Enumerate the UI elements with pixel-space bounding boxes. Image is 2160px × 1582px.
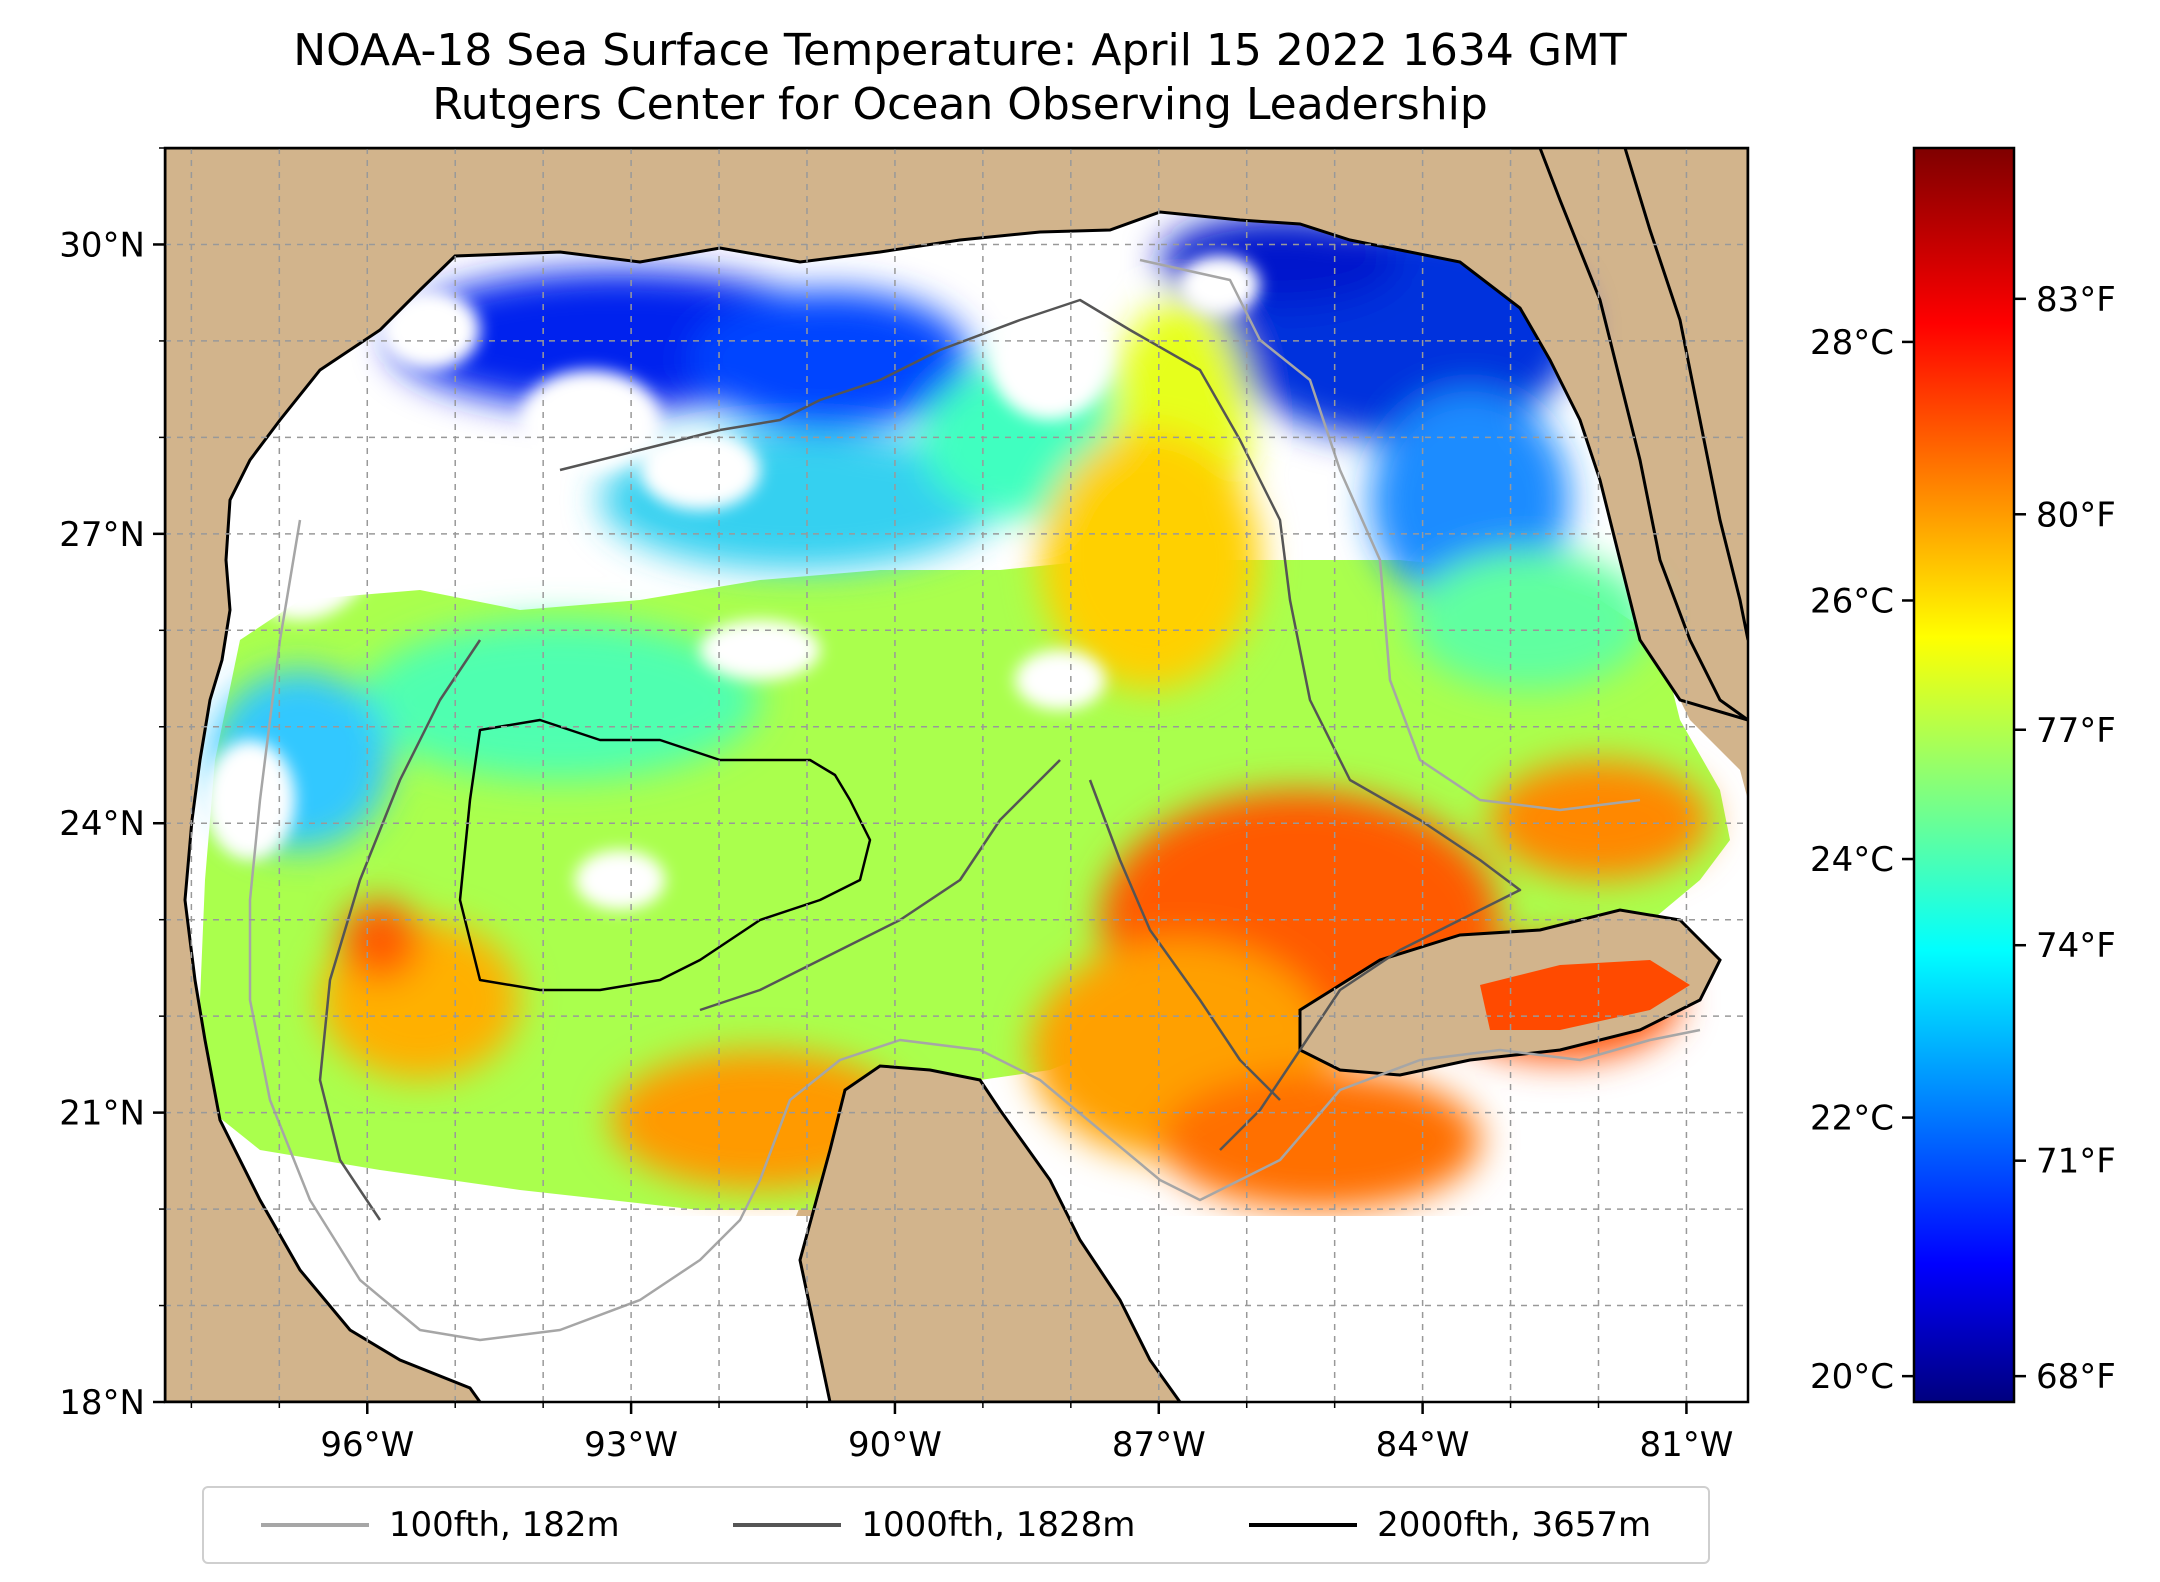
- celsius-axis: 20°C 22°C 24°C 26°C 28°C: [1810, 323, 1914, 1397]
- legend-swatch: [733, 1523, 842, 1527]
- bathymetry-contours: [248, 258, 1701, 1342]
- legend-swatch: [260, 1523, 369, 1527]
- lon-tick-label: 93°W: [584, 1425, 678, 1465]
- fahrenheit-tick-label: 77°F: [2036, 711, 2116, 751]
- contour-1000fth: [318, 298, 1522, 1221]
- map-area: 18°N 21°N 24°N 27°N 30°N 96°W 93°W 90°W 87°W 84°…: [59, 146, 1750, 1465]
- fahrenheit-tick-label: 83°F: [2036, 280, 2116, 320]
- lon-tick-label: 87°W: [1112, 1425, 1206, 1465]
- lat-tick-label: 24°N: [59, 804, 145, 844]
- contour-100fth: [248, 258, 1701, 1342]
- legend-item-100fth: 100fth, 182m: [260, 1505, 620, 1545]
- legend-label: 1000fth, 1828m: [861, 1505, 1136, 1545]
- fahrenheit-tick-label: 74°F: [2036, 926, 2116, 966]
- lon-tick-label: 81°W: [1639, 1425, 1733, 1465]
- latitude-axis: 18°N 21°N 24°N 27°N 30°N: [59, 225, 165, 1423]
- latitude-minor-ticks: [159, 147, 165, 1403]
- legend-item-1000fth: 1000fth, 1828m: [733, 1505, 1135, 1545]
- legend-label: 2000fth, 3657m: [1377, 1505, 1652, 1545]
- celsius-tick-label: 26°C: [1810, 581, 1894, 621]
- longitude-minor-ticks: [190, 1402, 1688, 1408]
- contour-2000fth: [458, 718, 872, 992]
- fahrenheit-tick-label: 68°F: [2036, 1357, 2116, 1397]
- fahrenheit-tick-label: 71°F: [2036, 1142, 2116, 1182]
- legend-swatch: [1249, 1523, 1358, 1527]
- legend-item-2000fth: 2000fth, 3657m: [1249, 1505, 1651, 1545]
- fahrenheit-axis: 68°F 71°F 74°F 77°F 80°F 83°F: [2014, 280, 2116, 1397]
- longitude-axis: 96°W 93°W 90°W 87°W 84°W 81°W: [320, 1402, 1733, 1465]
- fahrenheit-tick-label: 80°F: [2036, 495, 2116, 535]
- lat-tick-label: 27°N: [59, 515, 145, 555]
- bathymetry-legend: 100fth, 182m 1000fth, 1828m 2000fth, 365…: [202, 1486, 1710, 1564]
- lat-tick-label: 30°N: [59, 225, 145, 265]
- florida: [165, 148, 1748, 1402]
- lon-tick-label: 96°W: [320, 1425, 414, 1465]
- legend-label: 100fth, 182m: [388, 1505, 620, 1545]
- lat-tick-label: 18°N: [59, 1383, 145, 1423]
- celsius-tick-label: 28°C: [1810, 323, 1894, 363]
- cuba-sst: [1480, 960, 1690, 1030]
- celsius-tick-label: 20°C: [1810, 1357, 1894, 1397]
- title-line-1: NOAA-18 Sea Surface Temperature: April 1…: [293, 25, 1627, 76]
- colorbar: 20°C 22°C 24°C 26°C 28°C 68°F 71°F 74°F 77°F 80°…: [1810, 146, 2116, 1404]
- title-line-2: Rutgers Center for Ocean Observing Leade…: [432, 79, 1488, 130]
- celsius-tick-label: 24°C: [1810, 840, 1894, 880]
- celsius-tick-label: 22°C: [1810, 1099, 1894, 1139]
- colorbar-gradient: [1912, 146, 2016, 1404]
- lat-tick-label: 21°N: [59, 1094, 145, 1134]
- map-figure: 18°N 21°N 24°N 27°N 30°N 96°W 93°W 90°W 87°W 84°…: [59, 146, 2116, 1465]
- lon-tick-label: 84°W: [1376, 1425, 1470, 1465]
- map-border: [163, 146, 1750, 1404]
- map-title: NOAA-18 Sea Surface Temperature: April 1…: [0, 24, 1920, 132]
- graticule: [165, 147, 1748, 1403]
- lon-tick-label: 90°W: [848, 1425, 942, 1465]
